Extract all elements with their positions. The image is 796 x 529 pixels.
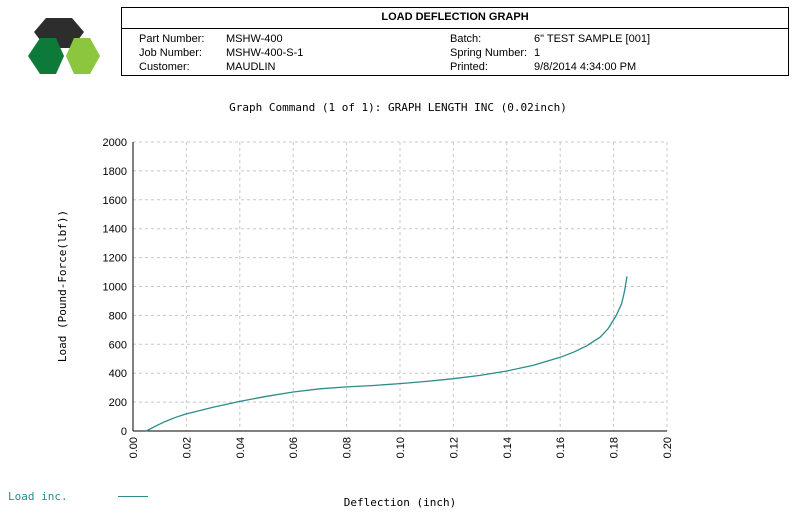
x-tick-label: 0.16 [555, 437, 567, 458]
y-tick-label: 1000 [103, 282, 127, 294]
x-tick-label: 0.18 [609, 437, 621, 458]
y-tick-label: 0 [121, 426, 127, 438]
spring-number-label: Spring Number: [450, 47, 528, 59]
x-tick-label: 0.10 [395, 437, 407, 458]
customer-label: Customer: [139, 61, 190, 73]
y-tick-label: 800 [109, 310, 127, 322]
printed-label: Printed: [450, 61, 488, 73]
y-tick-label: 1200 [103, 253, 127, 265]
y-tick-label: 1800 [103, 166, 127, 178]
x-tick-label: 0.20 [662, 437, 674, 458]
x-tick-label: 0.00 [128, 437, 140, 458]
series-line-load-inc [145, 276, 628, 432]
job-number-value: MSHW-400-S-1 [226, 47, 304, 59]
y-tick-label: 1600 [103, 195, 127, 207]
customer-value: MAUDLIN [226, 61, 276, 73]
batch-label: Batch: [450, 33, 482, 45]
x-tick-label: 0.08 [342, 437, 354, 458]
y-tick-label: 200 [109, 397, 127, 409]
logo-green-hexagon [28, 38, 64, 74]
report-title: LOAD DEFLECTION GRAPH [381, 11, 529, 23]
x-tick-label: 0.06 [288, 437, 300, 458]
report-header: LOAD DEFLECTION GRAPH Part Number: MSHW-… [121, 7, 789, 76]
printed-value: 9/8/2014 4:34:00 PM [534, 61, 637, 73]
legend-entry-label: Load inc. [8, 490, 68, 503]
part-number-label: Part Number: [139, 33, 205, 45]
header-divider [122, 28, 788, 29]
y-tick-label: 400 [109, 368, 127, 380]
x-axis-label: Deflection (inch) [344, 496, 457, 509]
spring-number-value: 1 [534, 47, 541, 59]
x-tick-label: 0.14 [502, 437, 514, 458]
logo-lime-hexagon [66, 38, 100, 74]
batch-value: 6" TEST SAMPLE [001] [534, 33, 650, 45]
legend-line-swatch [118, 496, 148, 497]
y-tick-label: 600 [109, 339, 127, 351]
series-layer [145, 276, 628, 432]
part-number-value: MSHW-400 [226, 33, 283, 45]
grid-lines [133, 141, 668, 431]
x-tick-label: 0.12 [448, 437, 460, 458]
x-tick-label: 0.02 [181, 437, 193, 458]
company-logo [28, 18, 100, 74]
y-tick-label: 1400 [103, 224, 127, 236]
y-tick-label: 2000 [103, 137, 127, 149]
axis-ticks: 0 200 400 600 800 1000 1200 1400 1600 1800 2000 0.0… [103, 137, 674, 458]
y-axis-label: Load (Pound-Force(lbf)) [56, 210, 69, 362]
job-number-label: Job Number: [139, 47, 202, 59]
x-tick-label: 0.04 [235, 437, 247, 458]
chart-title: Graph Command (1 of 1): GRAPH LENGTH INC… [229, 101, 567, 114]
